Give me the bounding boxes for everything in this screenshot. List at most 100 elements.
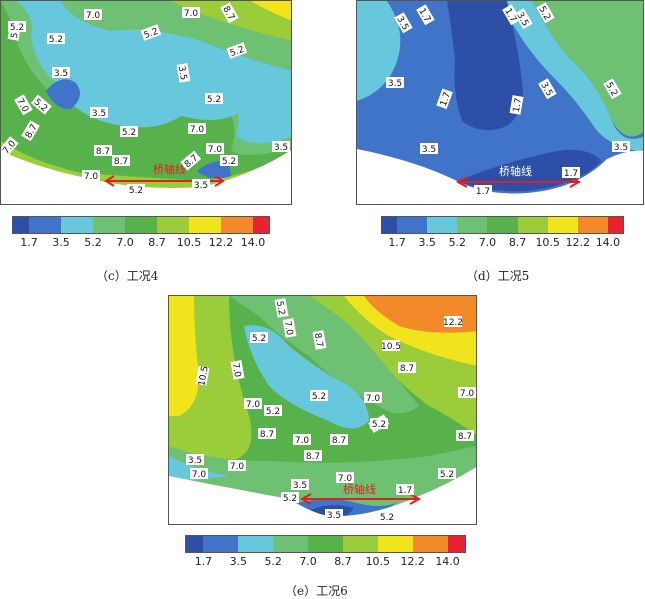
contour-label: 10.5 — [195, 365, 211, 387]
contour-label-text: 3.5 — [274, 143, 288, 153]
contour-label: 5.2 — [438, 468, 456, 480]
contour-label-bg — [52, 67, 70, 78]
contour-label-bg — [250, 332, 268, 343]
legend-ticks-e: 1.7 3.5 5.2 7.0 8.7 10.5 12.2 14.0 — [186, 555, 465, 569]
contour-label-bg — [502, 4, 521, 26]
riverbank-white — [169, 467, 476, 524]
contour-label-bg — [538, 78, 557, 100]
axis-arrow-right — [214, 175, 225, 187]
contour-label-bg — [176, 63, 191, 83]
contour-label: 5.2 — [127, 184, 145, 196]
legend-tick-label: 10.5 — [365, 555, 391, 568]
legend-swatch — [61, 217, 93, 233]
contour-label-text: 7.0 — [230, 362, 242, 378]
contour-label-bg — [205, 93, 223, 104]
contour-label: 7.0 — [228, 460, 246, 472]
legend-swatch — [157, 217, 189, 233]
legend-tick-label: 12.2 — [565, 236, 591, 249]
legend-swatch — [253, 217, 269, 233]
contour-label-bg — [420, 143, 438, 154]
contour-map-d: 桥轴线 3.5 1.7 1.7 3.5 5.2 3.5 1.7 1.7 3.5 5.2 3.5 3.5… — [356, 0, 644, 205]
contour-label-bg — [140, 24, 162, 41]
riverbank-white — [357, 149, 643, 204]
axis-arrow-left — [455, 176, 468, 188]
contour-label: 5.2 — [8, 21, 26, 33]
contour-label-bg — [612, 141, 630, 152]
contour-label: 8.7 — [304, 450, 322, 462]
contour-label-bg — [182, 7, 200, 18]
contour-label: 7.0 — [182, 7, 200, 19]
contour-label-bg — [386, 77, 404, 88]
panel-d: 桥轴线 3.5 1.7 1.7 3.5 5.2 3.5 1.7 1.7 3.5 5.2 3.5 3.5… — [356, 0, 645, 290]
legend-tick-label: 1.7 — [388, 236, 406, 249]
contour-label-text: 5.2 — [129, 186, 143, 196]
contour-label: 10.5 — [381, 340, 401, 352]
contour-label: 7.0 — [188, 123, 206, 135]
contour-label-bg — [416, 4, 435, 26]
contour-label: 1.7 — [396, 484, 414, 496]
contour-label-bg — [47, 33, 65, 44]
caption-d: （d）工况5 — [466, 269, 530, 283]
contour-label-text: 5.2 — [229, 45, 246, 59]
contour-map-e: 桥轴线 5.2 7.0 8.7 12.2 10.5 8.7 7.0 10.5 5.2 7.0 5.2… — [168, 295, 477, 525]
contour-label-text: 5.2 — [252, 334, 266, 344]
contour-label-bg — [84, 9, 102, 20]
contour-label-text: 7.0 — [246, 400, 261, 410]
contour-label-bg — [291, 479, 309, 490]
contour-label-bg — [190, 468, 208, 479]
legend-swatch — [382, 217, 398, 233]
contour-label-text: 8.7 — [312, 332, 324, 348]
contour-label: 5.2 — [120, 126, 138, 138]
legend-ticks-c: 1.7 3.5 5.2 7.0 8.7 10.5 12.2 14.0 — [13, 236, 269, 250]
legend-swatch — [412, 536, 448, 552]
contour-label-bg — [94, 145, 112, 156]
contour-label: 8.7 — [312, 330, 327, 350]
legend-swatch — [487, 217, 518, 233]
contour-label: 3.5 — [186, 454, 204, 466]
contour-label-text: 1.7 — [512, 97, 524, 113]
bridge-axis-label: 桥轴线 — [153, 162, 186, 176]
contour-label-bg — [330, 434, 348, 445]
contour-label: 3.5 — [291, 479, 309, 491]
contour-label-bg — [536, 2, 555, 24]
contour-label-text: 1.7 — [476, 187, 490, 197]
contour-label: 7.0 — [244, 398, 262, 410]
contour-label-text: 5.2 — [266, 407, 280, 417]
contour-plot-e: 桥轴线 5.27.08.712.210.58.77.010.55.27.05.2… — [169, 296, 476, 524]
legend-swatch — [447, 536, 465, 552]
panel-e: 桥轴线 5.2 7.0 8.7 12.2 10.5 8.7 7.0 10.5 5.2 7.0 5.2… — [168, 295, 478, 598]
contour-labels-c: 7.07.08.75.25.25.25.23.53.53.55.27.05.28… — [1, 2, 290, 196]
contour-label-bg — [603, 78, 622, 100]
contour-label-text: 7.0 — [295, 436, 310, 446]
contour-label: 8.7 — [398, 362, 416, 374]
contour-label-text: 3.5 — [188, 456, 202, 466]
contour-label-bg — [230, 360, 245, 380]
legend-swatch — [186, 536, 204, 552]
contour-label-text: 5.2 — [207, 95, 221, 105]
legend-swatch — [308, 536, 343, 552]
contour-label-text: 5.2 — [380, 513, 394, 523]
legend-tick-label: 10.5 — [535, 236, 560, 249]
contour-label-bg — [370, 418, 388, 429]
bridge-axis-label: 桥轴线 — [499, 164, 532, 178]
riverbank-white — [1, 150, 291, 204]
contour-label-bg — [456, 430, 474, 441]
contour-label-text: 8.7 — [260, 430, 274, 440]
contour-label-bg — [274, 298, 289, 318]
contour-label-text: 5.2 — [312, 392, 326, 402]
legend-swatch — [517, 217, 548, 233]
contour-label-text: 3.5 — [194, 181, 208, 191]
contour-label-text: 7.0 — [86, 11, 101, 21]
contour-label-bg — [444, 316, 462, 327]
contour-label-text: 12.2 — [443, 318, 463, 328]
contour-label-text: 1.7 — [398, 486, 412, 496]
legend-swatch — [93, 217, 125, 233]
contour-label: 5.2 — [250, 332, 268, 344]
contour-label-bg — [220, 2, 239, 24]
contour-label-bg — [186, 454, 204, 465]
contour-label: 1.7 — [509, 95, 524, 115]
contour-label-bg — [244, 398, 262, 409]
legend-tick-label: 5.2 — [84, 236, 102, 249]
contour-label: 3.5 — [192, 179, 210, 191]
contour-label: 1.7 — [474, 185, 492, 197]
